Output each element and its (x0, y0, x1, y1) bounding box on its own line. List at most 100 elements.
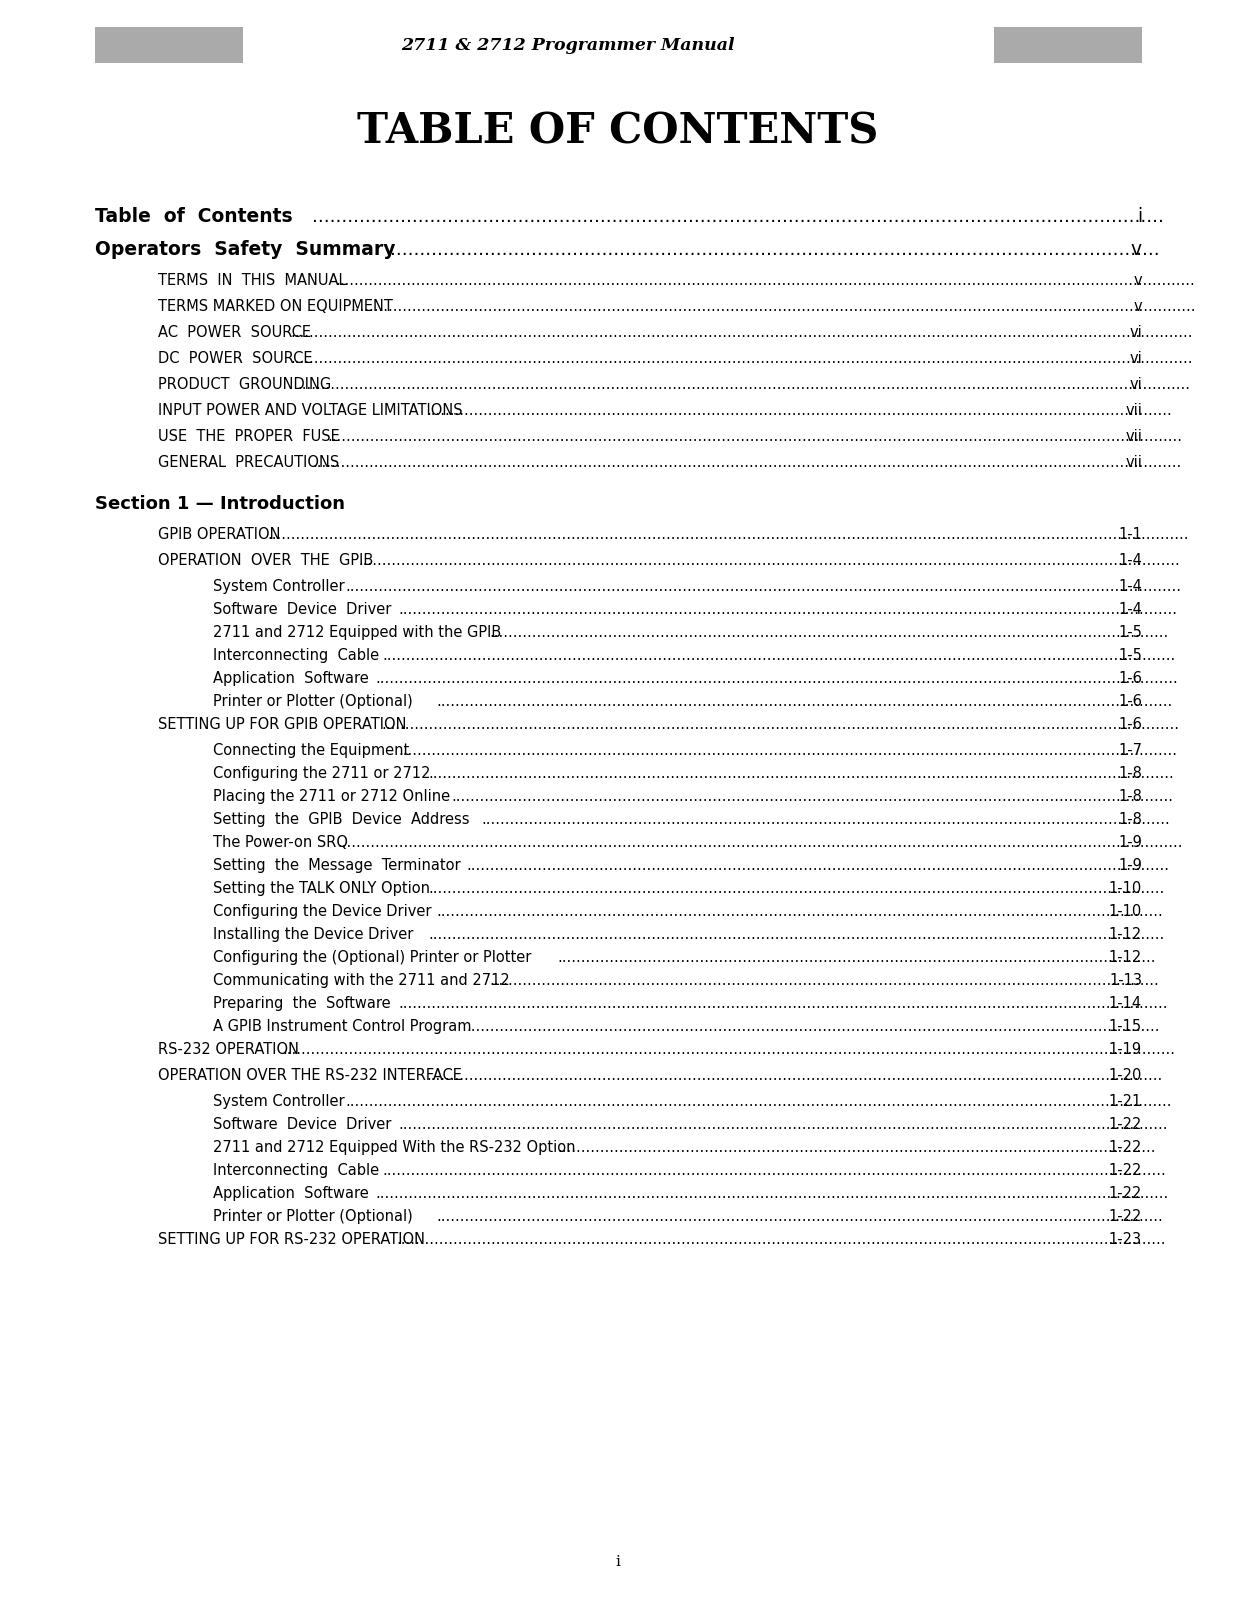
Text: 1-22: 1-22 (1108, 1210, 1142, 1224)
Text: ................................................................................: ........................................… (289, 325, 1192, 341)
Text: ................................................................................: ........................................… (427, 403, 1173, 418)
Text: 1-6: 1-6 (1118, 670, 1142, 686)
Text: 2711 & 2712 Programmer Manual: 2711 & 2712 Programmer Manual (401, 37, 735, 53)
Text: 1-23: 1-23 (1108, 1232, 1142, 1246)
Text: Software  Device  Driver: Software Device Driver (213, 602, 391, 618)
Text: ................................................................................: ........................................… (398, 602, 1176, 618)
Text: ................................................................................: ........................................… (398, 1117, 1168, 1133)
Text: TERMS  IN  THIS  MANUAL: TERMS IN THIS MANUAL (158, 274, 346, 288)
Text: DC  POWER  SOURCE: DC POWER SOURCE (158, 350, 313, 366)
Text: ................................................................................: ........................................… (557, 950, 1155, 965)
Text: vi: vi (1129, 325, 1142, 341)
Text: Printer or Plotter (Optional): Printer or Plotter (Optional) (213, 694, 413, 709)
Text: Application  Software: Application Software (213, 670, 369, 686)
Text: v: v (1133, 299, 1142, 314)
Text: 1-4: 1-4 (1118, 602, 1142, 618)
Text: Connecting the Equipment: Connecting the Equipment (213, 742, 409, 758)
Text: 1-22: 1-22 (1108, 1186, 1142, 1202)
Text: vii: vii (1126, 454, 1142, 470)
Text: ................................................................................: ........................................… (313, 454, 1181, 470)
Text: 1-5: 1-5 (1118, 626, 1142, 640)
Text: ................................................................................: ........................................… (328, 429, 1183, 443)
Text: Operators  Safety  Summary: Operators Safety Summary (95, 240, 396, 259)
Text: 1-15: 1-15 (1108, 1019, 1142, 1034)
Text: ................................................................................: ........................................… (282, 1042, 1175, 1058)
Text: ................................................................................: ........................................… (428, 766, 1174, 781)
Text: Setting  the  GPIB  Device  Address: Setting the GPIB Device Address (213, 813, 470, 827)
Text: ................................................................................: ........................................… (345, 1094, 1171, 1109)
Text: i: i (616, 1555, 621, 1570)
Text: ................................................................................: ........................................… (435, 904, 1163, 918)
Text: 1-8: 1-8 (1118, 766, 1142, 781)
Text: 1-9: 1-9 (1118, 858, 1142, 874)
Text: ................................................................................: ........................................… (335, 274, 1195, 288)
Text: vi: vi (1129, 350, 1142, 366)
Text: ................................................................................: ........................................… (375, 1186, 1169, 1202)
Text: 1-7: 1-7 (1118, 742, 1142, 758)
Text: Interconnecting  Cable: Interconnecting Cable (213, 1163, 379, 1178)
Text: vii: vii (1126, 429, 1142, 443)
Text: OPERATION  OVER  THE  GPIB: OPERATION OVER THE GPIB (158, 554, 374, 568)
Text: 1-1: 1-1 (1118, 526, 1142, 542)
Text: GENERAL  PRECAUTIONS: GENERAL PRECAUTIONS (158, 454, 339, 470)
Text: Placing the 2711 or 2712 Online: Placing the 2711 or 2712 Online (213, 789, 450, 803)
Text: ................................................................................: ........................................… (345, 579, 1181, 594)
Text: vi: vi (1129, 378, 1142, 392)
Text: Installing the Device Driver: Installing the Device Driver (213, 926, 413, 942)
Text: SETTING UP FOR GPIB OPERATION: SETTING UP FOR GPIB OPERATION (158, 717, 407, 733)
Text: ................................................................................: ........................................… (435, 1210, 1163, 1224)
Text: TABLE OF CONTENTS: TABLE OF CONTENTS (357, 110, 878, 154)
Text: ................................................................................: ........................................… (489, 626, 1168, 640)
Text: 1-22: 1-22 (1108, 1163, 1142, 1178)
Bar (995, 27, 1142, 62)
Text: 1-9: 1-9 (1118, 835, 1142, 850)
Text: ................................................................................: ........................................… (466, 1019, 1160, 1034)
Text: The Power-on SRQ: The Power-on SRQ (213, 835, 348, 850)
Text: ................................................................................: ........................................… (312, 206, 1164, 226)
Text: Printer or Plotter (Optional): Printer or Plotter (Optional) (213, 1210, 413, 1224)
Text: ................................................................................: ........................................… (452, 789, 1173, 803)
Text: v: v (1133, 274, 1142, 288)
Text: OPERATION OVER THE RS-232 INTERFACE: OPERATION OVER THE RS-232 INTERFACE (158, 1069, 461, 1083)
Text: ................................................................................: ........................................… (398, 742, 1176, 758)
Text: INPUT POWER AND VOLTAGE LIMITATIONS: INPUT POWER AND VOLTAGE LIMITATIONS (158, 403, 463, 418)
Text: 1-8: 1-8 (1118, 813, 1142, 827)
Text: 1-6: 1-6 (1118, 694, 1142, 709)
Text: TERMS MARKED ON EQUIPMENT: TERMS MARKED ON EQUIPMENT (158, 299, 393, 314)
Text: 1-22: 1-22 (1108, 1117, 1142, 1133)
Text: Section 1 — Introduction: Section 1 — Introduction (95, 494, 345, 514)
Text: ................................................................................: ........................................… (289, 350, 1192, 366)
Text: SETTING UP FOR RS-232 OPERATION: SETTING UP FOR RS-232 OPERATION (158, 1232, 426, 1246)
Text: ................................................................................: ........................................… (375, 670, 1178, 686)
Text: 1-14: 1-14 (1108, 995, 1142, 1011)
Text: PRODUCT  GROUNDING: PRODUCT GROUNDING (158, 378, 332, 392)
Text: Table  of  Contents: Table of Contents (95, 206, 293, 226)
Text: Setting the TALK ONLY Option: Setting the TALK ONLY Option (213, 882, 430, 896)
Text: Configuring the (Optional) Printer or Plotter: Configuring the (Optional) Printer or Pl… (213, 950, 532, 965)
Text: ................................................................................: ........................................… (489, 973, 1159, 987)
Text: ................................................................................: ........................................… (338, 835, 1183, 850)
Text: Application  Software: Application Software (213, 1186, 369, 1202)
Text: ................................................................................: ........................................… (428, 882, 1164, 896)
Text: ................................................................................: ........................................… (381, 717, 1179, 733)
Text: v: v (1131, 240, 1142, 259)
Text: ................................................................................: ........................................… (466, 858, 1169, 874)
Text: 1-19: 1-19 (1108, 1042, 1142, 1058)
Text: A GPIB Instrument Control Program: A GPIB Instrument Control Program (213, 1019, 471, 1034)
Text: 1-10: 1-10 (1108, 904, 1142, 918)
Text: 1-12: 1-12 (1108, 926, 1142, 942)
Text: 1-4: 1-4 (1118, 579, 1142, 594)
Text: GPIB OPERATION: GPIB OPERATION (158, 526, 281, 542)
Text: 1-21: 1-21 (1108, 1094, 1142, 1109)
Text: 1-5: 1-5 (1118, 648, 1142, 662)
Text: ................................................................................: ........................................… (350, 299, 1196, 314)
Text: ................................................................................: ........................................… (298, 378, 1190, 392)
Text: Software  Device  Driver: Software Device Driver (213, 1117, 391, 1133)
Text: 2711 and 2712 Equipped with the GPIB: 2711 and 2712 Equipped with the GPIB (213, 626, 501, 640)
Text: ................................................................................: ........................................… (359, 554, 1180, 568)
Text: Setting  the  Message  Terminator: Setting the Message Terminator (213, 858, 460, 874)
Text: Configuring the Device Driver: Configuring the Device Driver (213, 904, 432, 918)
Text: 1-4: 1-4 (1118, 554, 1142, 568)
Text: ................................................................................: ........................................… (557, 1139, 1155, 1155)
Text: Preparing  the  Software: Preparing the Software (213, 995, 391, 1011)
